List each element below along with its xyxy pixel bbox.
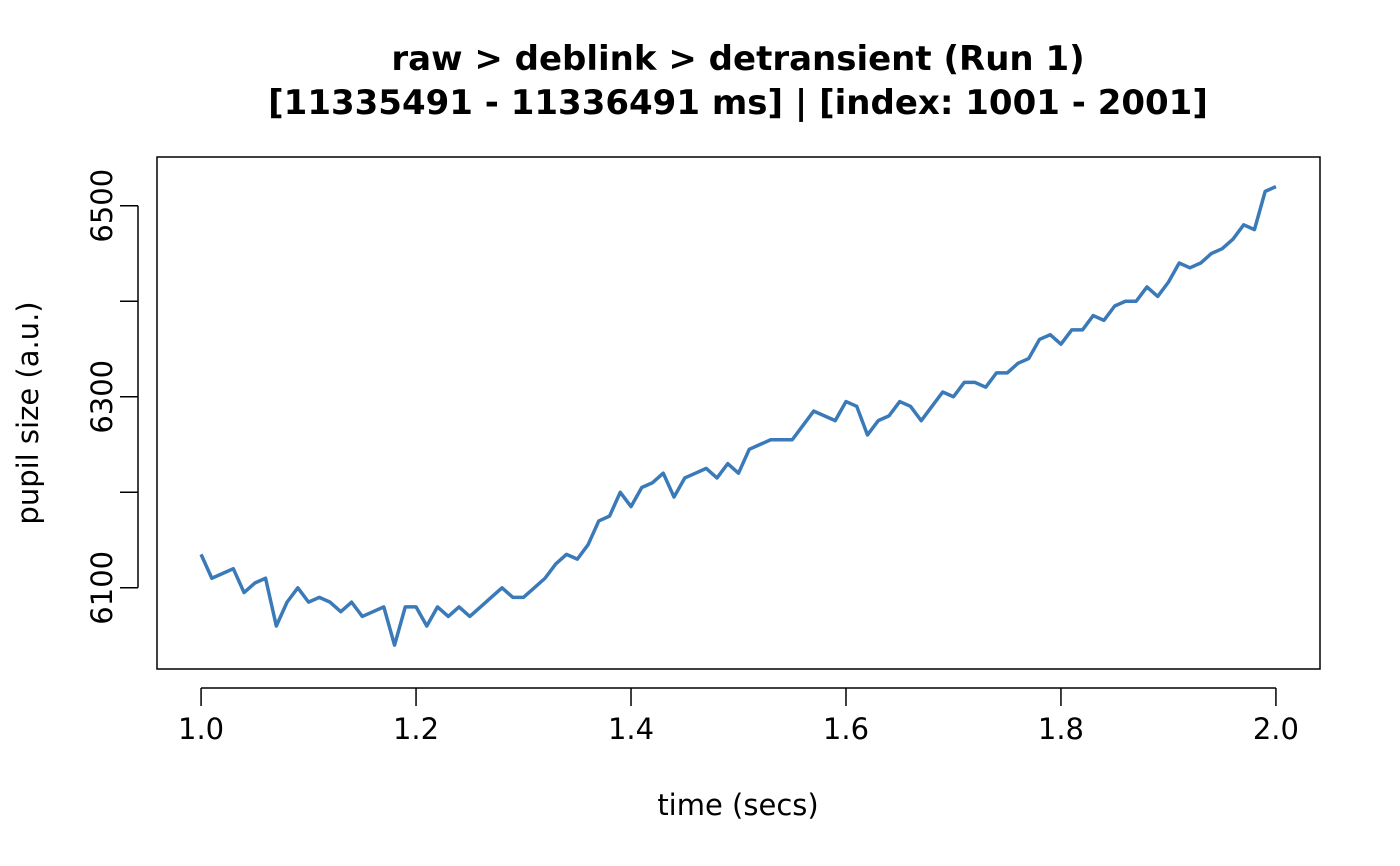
x-tick-label: 1.6 — [823, 712, 869, 746]
y-axis-title: pupil size (a.u.) — [11, 301, 45, 524]
y-tick-label: 6100 — [85, 551, 119, 625]
data-line — [199, 185, 1277, 647]
x-tick-label: 1.0 — [178, 712, 224, 746]
x-tick-label: 1.4 — [608, 712, 654, 746]
x-tick-label: 2.0 — [1253, 712, 1299, 746]
x-tick-label: 1.2 — [393, 712, 439, 746]
x-axis-title: time (secs) — [657, 788, 818, 822]
x-tick-label: 1.8 — [1038, 712, 1084, 746]
y-tick-label: 6500 — [85, 169, 119, 243]
chart-subtitle: [11335491 - 11336491 ms] | [index: 1001 … — [268, 83, 1208, 123]
plot-box — [156, 156, 1321, 670]
chart-title: raw > deblink > detransient (Run 1) — [391, 39, 1084, 79]
y-tick-label: 6300 — [85, 360, 119, 434]
